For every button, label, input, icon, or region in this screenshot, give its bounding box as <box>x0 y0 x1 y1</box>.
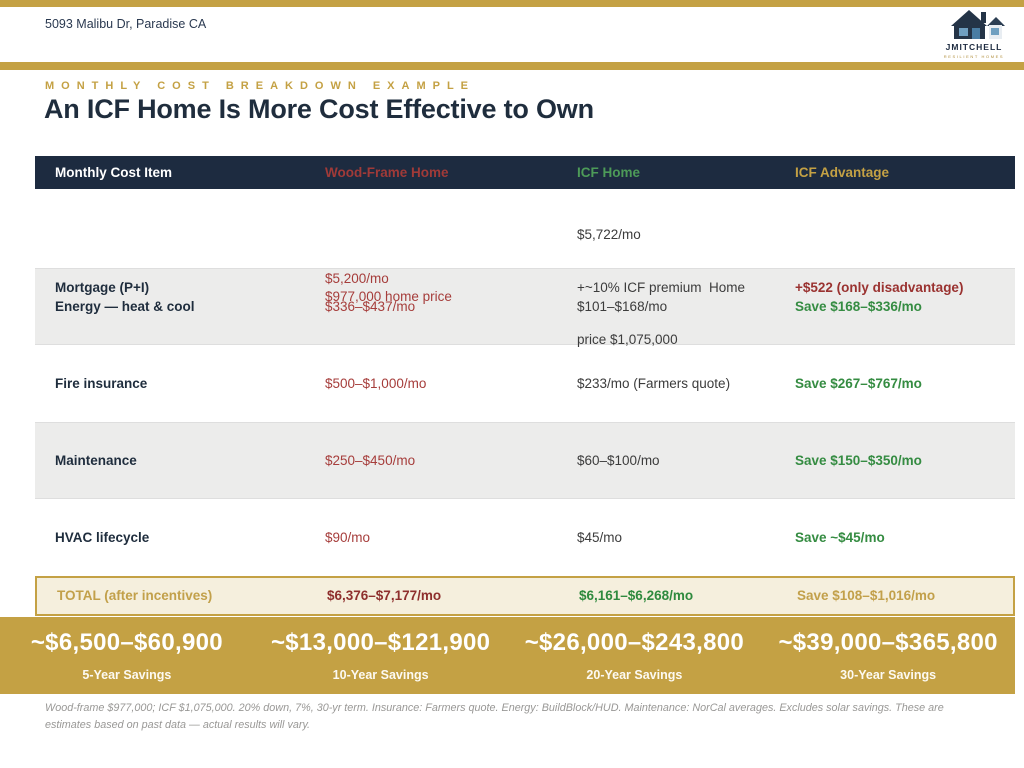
savings-label: 30-Year Savings <box>840 668 937 682</box>
column-header-wood-frame: Wood-Frame Home <box>325 164 449 180</box>
assumptions-footnote: Wood-frame $977,000; ICF $1,075,000. 20%… <box>45 702 944 731</box>
savings-10yr: ~$13,000–$121,900 10-Year Savings <box>254 617 508 694</box>
savings-label: 20-Year Savings <box>586 668 683 682</box>
savings-label: 10-Year Savings <box>332 668 429 682</box>
wood-frame-value: $250–$450/mo <box>325 452 416 468</box>
icf-value-line: $5,722/mo <box>577 227 641 243</box>
icf-value-line: +~10% ICF premium Home <box>577 279 746 295</box>
house-icon <box>951 10 1005 39</box>
cost-comparison-table: Monthly Cost Item Wood-Frame Home ICF Ho… <box>35 156 1015 616</box>
table-row-maintenance: Maintenance $250–$450/mo $60–$100/mo Sav… <box>35 422 1015 499</box>
table-row-energy: Energy — heat & cool $336–$437/mo $101–$… <box>35 268 1015 345</box>
wood-frame-value: $336–$437/mo <box>325 298 416 314</box>
total-advantage-value: Save $108–$1,016/mo <box>797 588 936 604</box>
column-header-item: Monthly Cost Item <box>55 164 172 180</box>
property-address: 5093 Malibu Dr, Paradise CA <box>45 17 207 31</box>
advantage-value: +$522 (only disadvantage) <box>795 279 964 295</box>
icf-value: $101–$168/mo <box>577 298 668 314</box>
logo-name: JMITCHELL <box>946 42 1003 52</box>
advantage-value: Save $168–$336/mo <box>795 298 922 314</box>
icf-value: $5,722/mo +~10% ICF premium Home price $… <box>557 191 775 384</box>
savings-value: ~$26,000–$243,800 <box>524 629 745 656</box>
gold-divider-bar <box>0 62 1024 70</box>
table-row-total: TOTAL (after incentives) $6,376–$7,177/m… <box>35 576 1015 616</box>
savings-band: ~$6,500–$60,900 5-Year Savings ~$13,000–… <box>0 617 1015 694</box>
page-title: An ICF Home Is More Cost Effective to Ow… <box>44 94 594 124</box>
table-row-mortgage: Mortgage (P+I) $5,200/mo $977,000 home p… <box>35 191 1015 347</box>
savings-value: ~$39,000–$365,800 <box>778 629 998 656</box>
icf-value: $60–$100/mo <box>577 452 660 468</box>
wood-frame-value-line: $5,200/mo <box>325 270 389 286</box>
row-label: Maintenance <box>55 452 137 468</box>
wood-frame-value: $90/mo <box>325 529 371 545</box>
column-header-advantage: ICF Advantage <box>795 164 890 180</box>
advantage-value: Save $267–$767/mo <box>795 375 922 391</box>
wood-frame-value: $5,200/mo $977,000 home price <box>305 270 557 305</box>
logo-tagline: RESILIENT HOMES <box>944 54 1004 59</box>
table-row-hvac: HVAC lifecycle $90/mo $45/mo Save ~$45/m… <box>35 499 1015 576</box>
table-header-row: Monthly Cost Item Wood-Frame Home ICF Ho… <box>35 156 1015 189</box>
wood-frame-value: $500–$1,000/mo <box>325 375 427 391</box>
savings-value: ~$13,000–$121,900 <box>270 629 491 656</box>
top-gold-bar <box>0 0 1024 7</box>
row-label: Energy — heat & cool <box>55 298 195 314</box>
savings-5yr: ~$6,500–$60,900 5-Year Savings <box>0 617 254 694</box>
advantage-value: Save ~$45/mo <box>795 529 885 545</box>
icf-value: $233/mo (Farmers quote) <box>577 375 731 391</box>
advantage-value: Save $150–$350/mo <box>795 452 922 468</box>
total-icf-value: $6,161–$6,268/mo <box>579 588 694 604</box>
row-label: HVAC lifecycle <box>55 529 150 545</box>
savings-label: 5-Year Savings <box>82 668 172 682</box>
wood-frame-value-line: $977,000 home price <box>325 288 452 304</box>
eyebrow-label: MONTHLY COST BREAKDOWN EXAMPLE <box>45 80 476 92</box>
table-row-fire-insurance: Fire insurance $500–$1,000/mo $233/mo (F… <box>35 345 1015 422</box>
icf-value: $45/mo <box>577 529 623 545</box>
total-wood-frame-value: $6,376–$7,177/mo <box>327 588 442 604</box>
total-label: TOTAL (after incentives) <box>57 588 213 604</box>
icf-value-line: price $1,075,000 <box>577 332 678 348</box>
savings-20yr: ~$26,000–$243,800 20-Year Savings <box>508 617 762 694</box>
row-label: Mortgage (P+I) <box>55 279 150 295</box>
slide-header: 5093 Malibu Dr, Paradise CA JMITCHELL RE… <box>0 7 1024 62</box>
column-header-icf: ICF Home <box>577 164 641 180</box>
company-logo: JMITCHELL RESILIENT HOMES <box>944 10 1005 59</box>
savings-value: ~$6,500–$60,900 <box>30 629 223 656</box>
row-label: Fire insurance <box>55 375 148 391</box>
savings-30yr: ~$39,000–$365,800 30-Year Savings <box>761 617 1015 694</box>
